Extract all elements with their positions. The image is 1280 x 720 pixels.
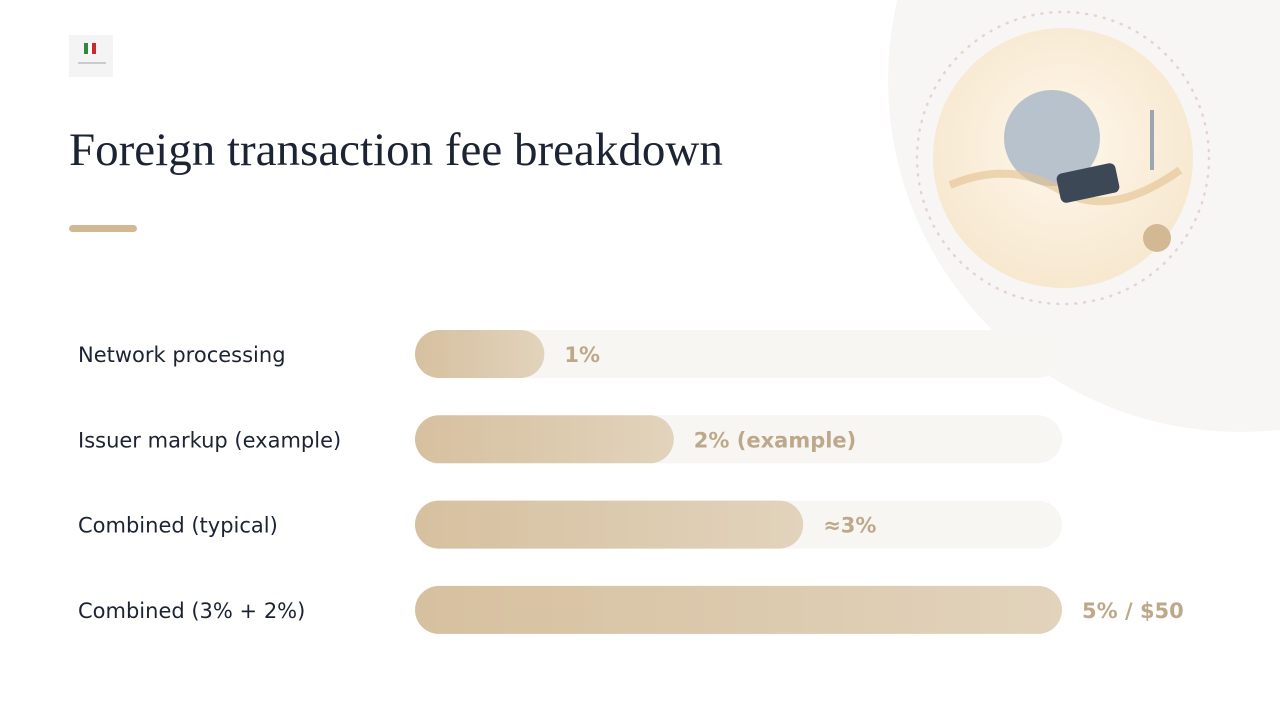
bar — [415, 330, 545, 378]
accent-dot — [1143, 224, 1171, 252]
bar — [415, 415, 674, 464]
bars: Network processing 1% Issuer markup (examp… — [78, 330, 1184, 634]
logo-flag-white — [88, 43, 92, 54]
title-accent — [69, 225, 137, 232]
value-label: ≈3% — [823, 514, 876, 538]
value-label: 2% (example) — [694, 428, 856, 452]
bar — [415, 585, 1062, 634]
bar — [415, 500, 804, 549]
category-label: Combined (3% + 2%) — [78, 599, 305, 623]
globe — [1004, 90, 1100, 186]
card-terminal — [1056, 163, 1120, 203]
tower — [1150, 110, 1154, 170]
logo-text — [78, 62, 106, 64]
category-label: Network processing — [78, 343, 286, 367]
category-label: Issuer markup (example) — [78, 428, 341, 452]
bar-track — [415, 330, 1062, 378]
logo-flag-green — [84, 43, 88, 54]
value-label: 5% / $50 — [1082, 599, 1184, 623]
value-label: 1% — [564, 343, 600, 367]
chart-title: Foreign transaction fee breakdown — [69, 124, 723, 176]
logo-flag-red — [92, 43, 96, 54]
category-label: Combined (typical) — [78, 514, 278, 538]
dotted-ring — [915, 10, 1211, 306]
logo — [69, 35, 113, 77]
